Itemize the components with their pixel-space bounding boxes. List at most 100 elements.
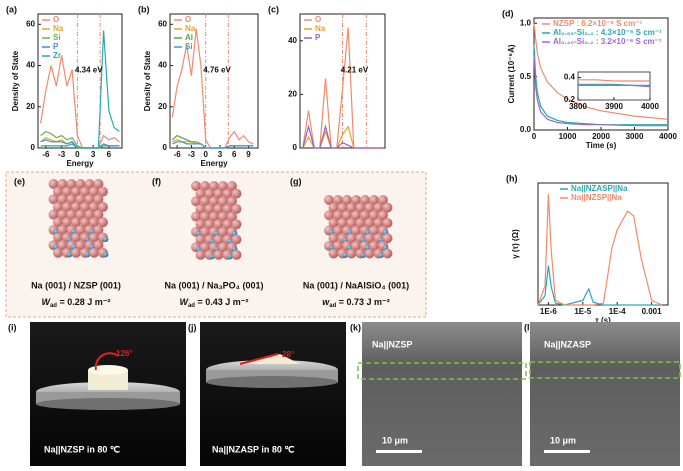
atom (342, 195, 352, 205)
atom (93, 209, 104, 220)
series-line (40, 130, 120, 149)
atom (382, 202, 393, 213)
atom (204, 219, 215, 230)
atom (369, 225, 379, 236)
atom (89, 186, 99, 197)
atom (333, 225, 343, 236)
atom (57, 224, 68, 235)
atom (204, 188, 215, 199)
legend-label: Al (185, 33, 193, 42)
atom (191, 211, 201, 222)
legend-label: NZSP : 6.2×10⁻⁶ S cm⁻¹ (553, 19, 642, 28)
atom-models (48, 179, 393, 260)
atom (231, 219, 242, 230)
atom (93, 240, 104, 251)
y-tick-label: 40 (158, 61, 167, 70)
atom (324, 210, 334, 221)
legend-label: Na||NZSP||Na (571, 193, 622, 202)
x-axis-label: τ (s) (595, 316, 611, 325)
w: W (179, 297, 189, 307)
atom (364, 218, 375, 228)
atom (373, 202, 384, 213)
atom (369, 195, 379, 205)
atom (337, 218, 348, 228)
atom (231, 249, 242, 260)
atom (231, 234, 242, 245)
pellet-top (88, 365, 128, 375)
atom (195, 204, 206, 214)
y-axis-label: Density of State (143, 50, 152, 111)
y-axis-label: Current (10⁻⁶A) (507, 44, 516, 103)
atom-framework (103, 236, 109, 243)
series-line (302, 124, 383, 149)
x-tick-label: 1E-4 (609, 307, 626, 316)
atom (200, 226, 210, 237)
adhesion: Wad = 0.28 J m⁻² (41, 297, 110, 308)
atom (80, 186, 90, 197)
atom (62, 202, 72, 212)
atom (373, 218, 384, 228)
atom (213, 204, 224, 214)
scale-bar (544, 450, 590, 453)
panel-label: (a) (6, 4, 17, 14)
legend-label: O (315, 15, 321, 24)
y-tick-label: 20 (26, 102, 35, 111)
x-tick-label: -3 (188, 150, 196, 159)
atom (48, 194, 59, 205)
atom (48, 179, 59, 189)
w-value: = 0.43 J m⁻² (195, 297, 249, 307)
atom (351, 225, 361, 236)
photo-caption: Na||NZASP in 80 ℃ (212, 444, 295, 454)
y-tick-label: 20 (158, 102, 167, 111)
atom (98, 202, 108, 212)
atom (364, 248, 375, 259)
x-tick-label: 0 (75, 150, 80, 159)
w-sub: ad (188, 303, 195, 309)
annotation: 4.21 eV (341, 65, 369, 74)
legend-label: Si (185, 42, 193, 51)
atom-framework (209, 253, 215, 260)
atom (204, 204, 215, 214)
atom (328, 233, 339, 244)
atom (213, 234, 224, 245)
legend-label: Al₀.₀₅-Si₀.₂ : 4.3×10⁻⁶ S cm⁻¹ (553, 28, 662, 37)
legend-label: Na||NZASP||Na (571, 184, 628, 193)
atom (89, 217, 99, 228)
series-line (40, 55, 120, 149)
atom (209, 196, 219, 207)
atom (200, 181, 210, 191)
w-value: = 0.28 J m⁻² (57, 297, 111, 307)
series-line (533, 55, 668, 127)
disk-base (206, 376, 338, 388)
legend-label: O (53, 15, 59, 24)
angle: 126° (116, 349, 133, 358)
x-tick-label: -6 (42, 150, 50, 159)
pellet (88, 370, 128, 390)
x-tick-label: 1000 (559, 132, 577, 141)
plot-frame (537, 182, 669, 306)
atom (71, 202, 81, 212)
w: W (41, 297, 51, 307)
atom (89, 202, 99, 212)
w-sub: ad (50, 303, 57, 309)
atom-framework (103, 251, 109, 258)
atom (333, 240, 343, 251)
atom (191, 196, 201, 207)
atom (75, 179, 86, 189)
atom (333, 195, 343, 205)
atom (93, 179, 104, 189)
x-tick-label: 2000 (592, 132, 610, 141)
legend-label: Zr (53, 51, 61, 60)
x-tick-label: 0 (203, 150, 208, 159)
atom (337, 202, 348, 213)
atom (57, 209, 68, 220)
legend-label: O (185, 15, 191, 24)
x-tick-label: 4000 (641, 102, 659, 111)
w-sub: ad (329, 303, 336, 309)
atom (351, 195, 361, 205)
atom (218, 211, 228, 222)
atom (355, 218, 366, 228)
photo (200, 322, 346, 466)
plot-frame (37, 13, 123, 149)
